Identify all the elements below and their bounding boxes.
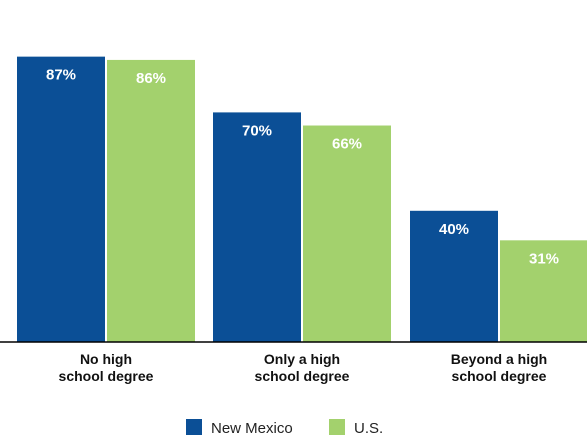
bar-series-1-cat-2 (213, 112, 301, 343)
x-tick-label: Beyond a high school degree (451, 351, 547, 384)
bar-series-2-cat-1 (107, 59, 195, 343)
bars-layer: 87% 86% 70% 66% 40% 31% (17, 56, 587, 343)
legend-label: New Mexico (211, 420, 293, 437)
x-tick-label: No high school degree (59, 351, 154, 384)
legend-swatch (186, 419, 202, 435)
bar-series-2-cat-2 (303, 125, 391, 343)
data-label: 86% (136, 70, 166, 87)
x-tick-label-line: No high (80, 351, 132, 367)
legend: New Mexico U.S. (186, 419, 383, 437)
data-label: 70% (242, 122, 272, 139)
bar-series-2-cat-3 (500, 240, 587, 342)
data-label: 40% (439, 221, 469, 238)
bar-series-1-cat-1 (17, 56, 105, 342)
x-tick-label-line: Only a high (264, 351, 340, 367)
x-tick-label-line: school degree (59, 368, 154, 384)
x-tick-label-line: school degree (255, 368, 350, 384)
legend-label: U.S. (354, 420, 383, 437)
data-label: 66% (332, 136, 362, 153)
bar-series-1-cat-3 (410, 210, 498, 342)
x-tick-label: Only a high school degree (255, 351, 350, 384)
legend-swatch (329, 419, 345, 435)
x-tick-label-line: school degree (452, 368, 547, 384)
data-label: 31% (529, 250, 559, 267)
data-label: 87% (46, 67, 76, 84)
x-tick-label-line: Beyond a high (451, 351, 547, 367)
